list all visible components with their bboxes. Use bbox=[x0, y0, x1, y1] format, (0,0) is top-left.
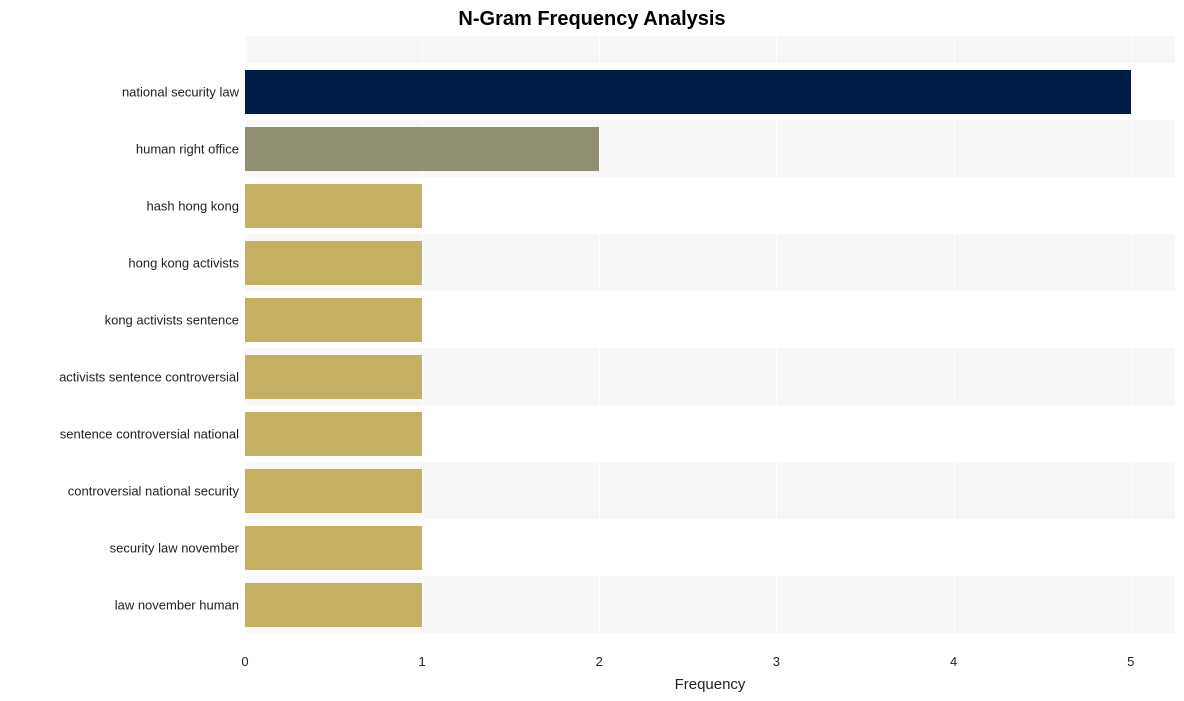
x-axis-label: Frequency bbox=[675, 676, 746, 693]
y-tick-label: law november human bbox=[2, 597, 239, 612]
bar bbox=[245, 583, 422, 627]
bar bbox=[245, 184, 422, 228]
plot-bg-stripe bbox=[245, 36, 1175, 63]
y-tick-label: controversial national security bbox=[2, 483, 239, 498]
x-tick-label: 2 bbox=[596, 654, 603, 669]
y-tick-label: activists sentence controversial bbox=[2, 369, 239, 384]
grid-line bbox=[1131, 36, 1132, 648]
y-tick-label: national security law bbox=[2, 84, 239, 99]
x-tick-label: 4 bbox=[950, 654, 957, 669]
y-tick-label: kong activists sentence bbox=[2, 312, 239, 327]
y-tick-label: hong kong activists bbox=[2, 255, 239, 270]
bar bbox=[245, 70, 1131, 114]
bar bbox=[245, 241, 422, 285]
x-tick-label: 0 bbox=[241, 654, 248, 669]
x-tick-label: 5 bbox=[1127, 654, 1134, 669]
bar bbox=[245, 298, 422, 342]
x-tick-label: 1 bbox=[419, 654, 426, 669]
bar bbox=[245, 526, 422, 570]
plot-area bbox=[245, 36, 1175, 648]
y-tick-label: hash hong kong bbox=[2, 198, 239, 213]
y-tick-label: human right office bbox=[2, 141, 239, 156]
chart-title: N-Gram Frequency Analysis bbox=[0, 8, 1184, 31]
x-tick-label: 3 bbox=[773, 654, 780, 669]
grid-line bbox=[776, 36, 777, 648]
plot-bg-stripe bbox=[245, 633, 1175, 648]
y-tick-label: sentence controversial national bbox=[2, 426, 239, 441]
grid-line bbox=[599, 36, 600, 648]
bar bbox=[245, 412, 422, 456]
y-tick-label: security law november bbox=[2, 540, 239, 555]
grid-line bbox=[954, 36, 955, 648]
bar bbox=[245, 355, 422, 399]
ngram-chart: N-Gram Frequency Analysis Frequency nati… bbox=[0, 0, 1184, 701]
bar bbox=[245, 127, 599, 171]
bar bbox=[245, 469, 422, 513]
